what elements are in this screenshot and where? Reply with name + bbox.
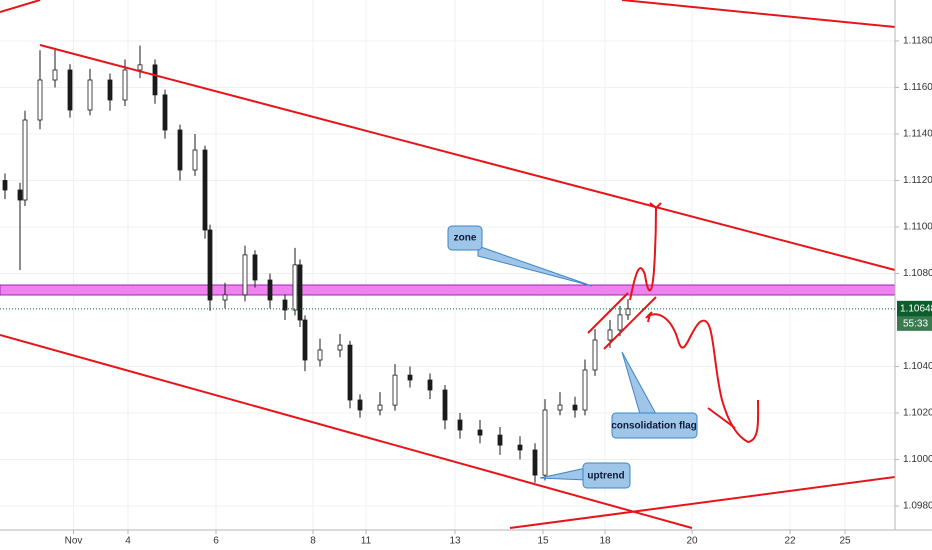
candle-body [137, 64, 143, 71]
candle-body [407, 374, 413, 381]
candle-body [177, 129, 183, 171]
callout-box [611, 412, 698, 439]
y-tick-label: 1.09800 [903, 501, 932, 512]
y-tick-label: 1.10800 [903, 268, 932, 279]
axis-labels: 1.11800 1.11600 1.11400 1.11200 1.11000 1.108… [65, 36, 932, 547]
y-tick-label: 1.11800 [903, 36, 932, 47]
candle-body [267, 279, 273, 301]
projection-arrow [629, 207, 657, 301]
candle-body [2, 180, 8, 191]
candle-body [625, 308, 631, 316]
candle-body [222, 294, 228, 301]
y-tick-label: 1.10200 [903, 408, 932, 419]
candles [2, 45, 631, 483]
flag-line [587, 292, 629, 334]
candle-body [302, 319, 308, 361]
annotation: uptrend [587, 471, 624, 482]
candle-body [52, 69, 58, 81]
x-tick-label: 11 [361, 536, 372, 547]
callout-box [582, 462, 631, 489]
y-tick-label: 1.10000 [903, 454, 932, 465]
candle-body [617, 314, 623, 331]
candle-body [162, 94, 168, 131]
x-tick-label: 4 [125, 536, 131, 547]
candle-body [457, 419, 463, 431]
candle-body [427, 379, 433, 391]
x-tick-label: 8 [310, 536, 316, 547]
projection-tick [645, 311, 653, 323]
candle-body [607, 329, 613, 341]
callout-pointer [477, 245, 593, 287]
candle-body [37, 79, 43, 121]
grid [0, 0, 895, 530]
candle-body [497, 434, 503, 446]
x-tick-label: 15 [537, 536, 549, 547]
candle-body [592, 339, 598, 371]
y-tick-label: 1.11400 [903, 129, 932, 140]
price-label-box [897, 300, 932, 317]
x-tick-label: 13 [449, 536, 461, 547]
candle-body [582, 369, 588, 411]
x-tick-label: 18 [599, 536, 611, 547]
y-tick-label: 1.11200 [903, 175, 932, 186]
candle-body [192, 149, 198, 171]
candle-body [22, 119, 28, 201]
projection-path [647, 313, 760, 444]
flag-line [603, 296, 657, 350]
arrow-head [649, 202, 662, 210]
candle-body [107, 79, 113, 101]
trend-line [39, 44, 896, 271]
candle-body [67, 69, 73, 111]
y-tick-label: 1.11600 [903, 82, 932, 93]
x-tick-label: 6 [213, 536, 219, 547]
candle-body [517, 444, 523, 451]
candle-body [357, 399, 363, 411]
candle-body [532, 449, 538, 476]
callout-pointer [621, 351, 657, 415]
candle-body [572, 404, 578, 411]
callout-box [447, 225, 483, 251]
zone-band [0, 284, 896, 296]
candle-body [292, 264, 298, 311]
candle-body [242, 254, 248, 296]
countdown-box [897, 316, 932, 331]
candle-body [557, 404, 563, 411]
candle-body [477, 429, 483, 436]
candle-body [347, 344, 353, 401]
candle-body [317, 349, 323, 361]
projection-path [707, 407, 736, 429]
candle-body [17, 189, 23, 201]
candle-body [202, 149, 208, 231]
candle-body [392, 374, 398, 406]
x-tick-label: Nov [65, 536, 83, 547]
candle-body [297, 264, 303, 321]
candle-body [442, 389, 448, 421]
trend-line [621, 0, 896, 28]
x-tick-label: 25 [839, 536, 851, 547]
candle-body [252, 254, 258, 281]
annotation: zone [454, 233, 477, 244]
candle-body [337, 344, 343, 351]
candle-body [207, 229, 213, 301]
y-tick-label: 1.11000 [903, 222, 932, 233]
price-label: 1.10648 [900, 303, 932, 314]
candle-body [282, 299, 288, 311]
trend-line [0, 0, 41, 13]
candle-body [542, 409, 548, 476]
y-tick-label: 1.10400 [903, 361, 932, 372]
trend-line [0, 334, 693, 529]
candle-body [377, 404, 383, 411]
annotation: consolidation flag [611, 421, 697, 432]
candle-body [87, 79, 93, 111]
countdown: 55:33 [903, 318, 928, 329]
candle-body [152, 64, 158, 96]
trend-line [509, 476, 896, 529]
x-tick-label: 20 [686, 536, 698, 547]
x-tick-label: 22 [784, 536, 796, 547]
candle-body [122, 69, 128, 101]
